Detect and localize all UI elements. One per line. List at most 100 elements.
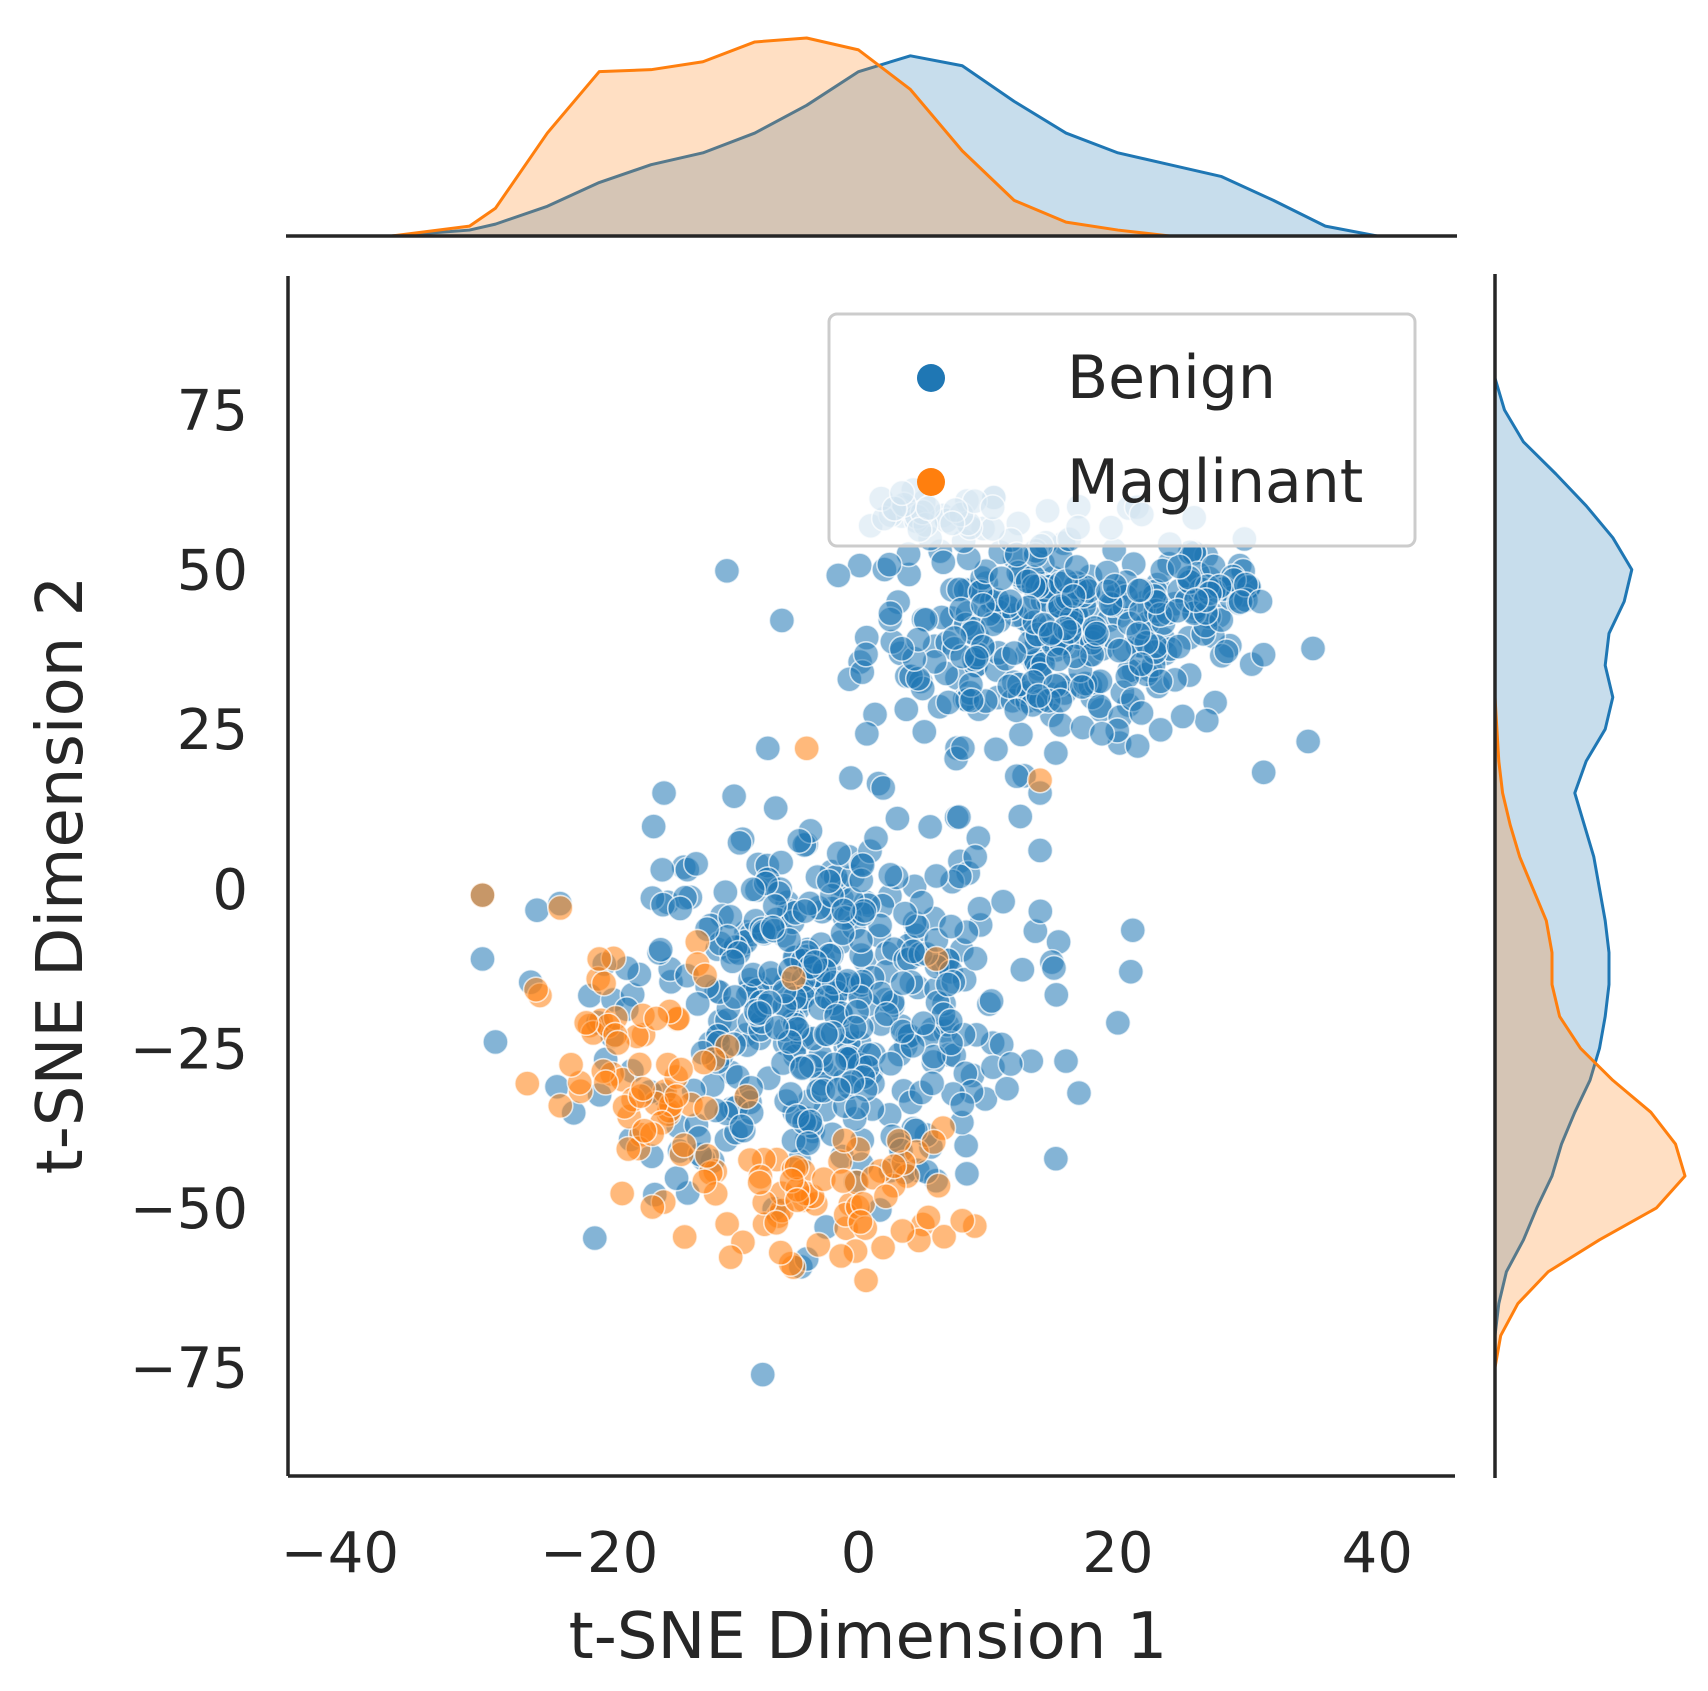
point-maglinant-97 [889,1217,916,1245]
point-benign-823 [918,1069,946,1097]
point-maglinant-83 [852,1267,880,1294]
kde-y-benign [1493,376,1634,1369]
point-benign-436 [837,764,865,792]
point-maglinant-18 [692,1094,720,1122]
point-maglinant-84 [930,1223,958,1250]
point-maglinant-52 [631,1117,658,1145]
point-benign-833 [830,897,857,924]
point-benign-846 [1065,1079,1093,1107]
point-benign-274 [947,596,975,623]
point-benign-847 [1117,958,1145,986]
point-benign-444 [581,1224,609,1252]
point-benign-535 [712,878,739,906]
x-axis-label: t-SNE Dimension 1 [569,1600,1168,1674]
y-tick-label: −25 [130,1017,248,1082]
point-benign-299 [1128,699,1155,727]
point-maglinant-120 [880,1152,908,1180]
point-benign-415 [762,794,790,822]
legend-label-benign: Benign [1067,343,1276,413]
point-benign-786 [989,888,1017,915]
point-benign-132 [1047,711,1075,739]
point-maglinant-139 [767,1239,795,1266]
point-benign-758 [815,868,843,895]
point-benign-268 [941,624,968,652]
point-benign-753 [788,1054,816,1082]
point-benign-687 [862,824,890,852]
point-benign-811 [834,967,862,995]
point-benign-773 [721,983,749,1011]
point-benign-185 [1250,641,1277,669]
point-benign-759 [1009,956,1036,984]
point-benign-272 [1165,633,1193,660]
point-benign-160 [877,599,904,627]
y-tick-label: 75 [177,379,248,444]
point-benign-690 [966,895,993,923]
point-maglinant-111 [717,1243,744,1271]
point-benign-257 [852,641,880,668]
point-benign-763 [937,1030,965,1057]
point-benign-316 [958,687,985,714]
point-maglinant-33 [733,1083,760,1110]
point-benign-314 [1250,759,1277,786]
point-benign-849 [1169,703,1196,730]
point-benign-848 [1104,1009,1132,1037]
point-benign-122 [824,562,852,589]
point-benign-297 [1014,568,1042,595]
point-benign-163 [935,689,962,716]
point-benign-294 [1025,682,1052,710]
point-maglinant-131 [546,894,574,922]
point-benign-536 [720,782,748,810]
point-benign-806 [684,990,711,1018]
point-maglinant-128 [827,1242,855,1270]
y-tick-label: 0 [212,858,248,923]
point-maglinant-115 [872,1183,900,1210]
marginal-x-kde [286,36,1457,238]
point-benign-756 [825,1076,852,1103]
point-benign-743 [791,897,818,925]
point-benign-854 [650,779,678,807]
point-benign-531 [1042,1145,1070,1172]
point-maglinant-54 [590,970,618,997]
point-benign-318 [969,591,997,619]
point-maglinant-64 [629,1075,657,1103]
point-benign-414 [952,1132,980,1159]
legend-marker-maglinant [917,468,945,496]
point-maglinant-130 [469,881,496,909]
marginal-y-kde [1493,274,1687,1478]
point-benign-282 [1000,639,1028,667]
point-benign-465 [523,896,551,924]
point-benign-842 [482,1028,509,1056]
scatter-points [469,476,1327,1388]
kde-x-benign [390,54,1379,238]
point-benign-177 [1124,732,1151,760]
point-benign-857 [1026,837,1054,864]
point-benign-253 [1002,697,1030,724]
point-maglinant-51 [690,1049,718,1076]
x-tick-label: 40 [1342,1521,1413,1586]
point-maglinant-63 [604,1029,631,1057]
point-maglinant-138 [948,1207,976,1234]
point-maglinant-132 [585,945,613,973]
point-benign-359 [1125,577,1153,604]
point-benign-20 [1147,716,1174,744]
legend: Benign Maglinant [827,312,1417,548]
point-benign-538 [1119,916,1147,944]
point-maglinant-55 [667,1056,695,1083]
point-benign-241 [1147,668,1174,695]
point-benign-767 [1040,954,1068,982]
point-maglinant-102 [805,1231,832,1259]
point-maglinant-105 [915,1204,942,1231]
point-benign-178 [1106,637,1133,664]
point-maglinant-121 [829,1167,857,1195]
point-benign-284 [963,644,990,671]
point-benign-285 [1003,762,1031,790]
point-maglinant-133 [572,1009,600,1037]
point-maglinant-61 [642,1005,670,1032]
point-benign-115 [893,696,920,723]
point-benign-304 [1063,553,1091,581]
point-maglinant-76 [713,1210,741,1238]
point-benign-329 [853,720,881,748]
point-maglinant-114 [831,1127,858,1154]
point-benign-777 [877,1050,905,1077]
